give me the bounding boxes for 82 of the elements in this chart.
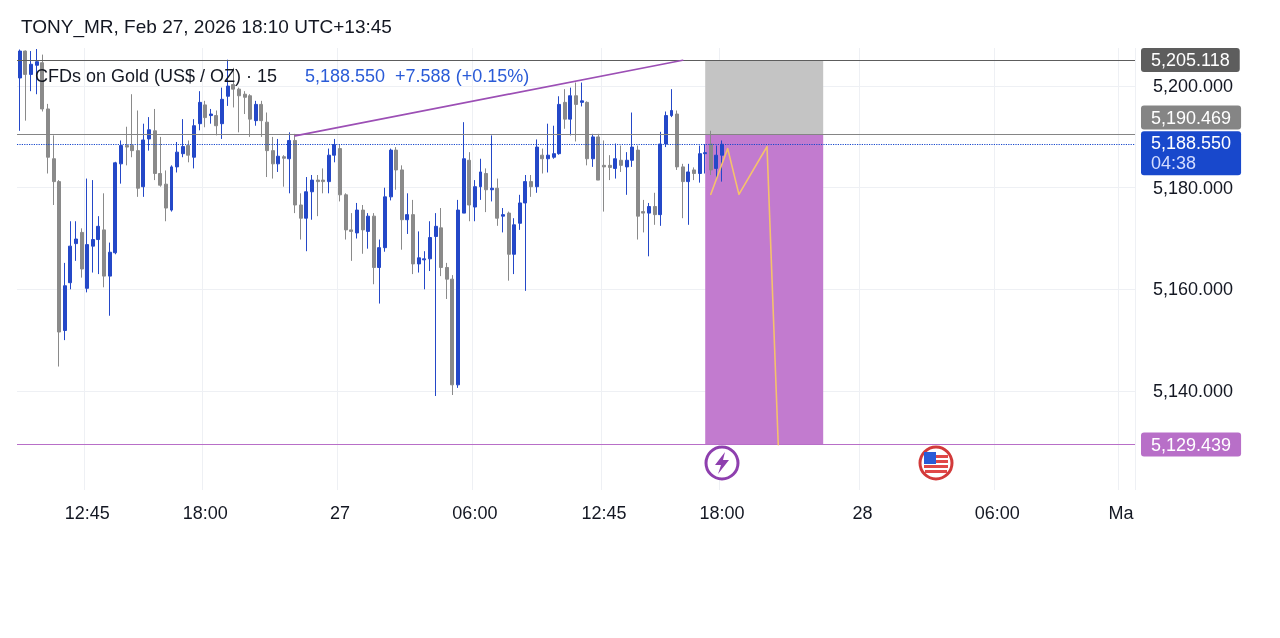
- candlestick: [467, 151, 471, 222]
- ref-line-label: 5,205.118: [1151, 50, 1230, 71]
- candlestick: [479, 158, 482, 201]
- candlestick: [495, 178, 499, 227]
- y-tick-label: 5,140.000: [1153, 380, 1234, 401]
- candlestick: [405, 192, 409, 235]
- candlestick: [580, 82, 584, 107]
- candlestick: [692, 166, 696, 181]
- candlestick: [271, 136, 275, 180]
- candlestick: [299, 192, 303, 241]
- candlestick: [102, 192, 106, 288]
- candlestick: [80, 227, 84, 279]
- candlestick: [529, 174, 533, 198]
- candlestick: [512, 217, 516, 275]
- candlestick: [383, 187, 387, 253]
- candlestick: [608, 154, 612, 181]
- candlestick: [203, 100, 207, 128]
- x-tick-label: 28: [852, 503, 873, 523]
- x-tick-label: 18:00: [699, 503, 745, 523]
- candlestick: [63, 262, 67, 341]
- candlestick: [602, 139, 606, 213]
- ref-line-label: 5,188.550: [1151, 133, 1232, 154]
- candlestick: [366, 212, 370, 250]
- candlestick: [209, 108, 213, 125]
- candlestick: [439, 207, 443, 277]
- candlestick: [619, 145, 623, 173]
- candlestick: [23, 50, 27, 122]
- candlestick: [653, 192, 657, 226]
- line-series: [710, 145, 780, 446]
- candlestick: [400, 164, 404, 251]
- candlestick: [198, 90, 202, 131]
- ref-line-label: 5,190.469: [1151, 107, 1232, 128]
- candlestick: [670, 88, 673, 118]
- candlestick: [338, 143, 342, 202]
- candlestick: [681, 163, 685, 219]
- x-tick-label: Ma: [1108, 503, 1135, 523]
- y-tick-label: 5,180.000: [1153, 177, 1234, 198]
- candlestick: [686, 163, 690, 226]
- candlestick: [85, 178, 89, 293]
- candlestick: [394, 146, 398, 191]
- candlestick: [74, 220, 78, 262]
- candlestick: [473, 179, 477, 222]
- candlestick: [304, 176, 308, 252]
- candlestick: [456, 199, 460, 389]
- candlestick: [389, 148, 393, 201]
- candlestick: [434, 212, 438, 397]
- x-tick-label: 12:45: [64, 503, 110, 523]
- candlestick: [237, 87, 241, 133]
- candlestick: [372, 212, 376, 285]
- candlestick: [164, 169, 168, 222]
- x-tick-label: 12:45: [581, 503, 627, 523]
- x-tick-label: 27: [330, 503, 351, 523]
- candlestick: [428, 220, 432, 272]
- text: TONY_MR, Feb 27, 2026 18:10 UTC+13:45: [21, 16, 392, 38]
- candlestick: [647, 202, 651, 257]
- candlestick: [501, 207, 505, 233]
- x-tick-label: 06:00: [974, 503, 1020, 523]
- candlestick: [484, 167, 488, 213]
- candlestick: [563, 88, 567, 130]
- candlestick: [29, 50, 33, 92]
- candlestick: [310, 174, 314, 221]
- y-tick-label: 5,200.000: [1153, 76, 1234, 97]
- candlestick: [355, 202, 359, 240]
- text: 04:38: [1151, 153, 1197, 174]
- candlestick: [507, 211, 511, 282]
- x-tick-label: 18:00: [182, 503, 228, 523]
- candlestick: [411, 199, 415, 275]
- candlestick: [170, 164, 173, 213]
- ref-line-label: 5,129.439: [1151, 434, 1232, 455]
- candlestick: [220, 87, 224, 140]
- candlestick: [361, 204, 365, 255]
- text: 5,188.550 +7.588 (+0.15%): [305, 66, 530, 86]
- x-tick-label: 06:00: [452, 503, 498, 523]
- candlestick: [282, 154, 286, 188]
- y-tick-label: 5,160.000: [1153, 279, 1234, 300]
- candlestick: [568, 87, 572, 136]
- candlestick: [186, 139, 190, 163]
- candlestick: [68, 220, 72, 290]
- candlestick: [254, 100, 258, 127]
- candlestick: [18, 49, 22, 132]
- candlestick: [377, 239, 381, 305]
- candlestick: [540, 148, 544, 174]
